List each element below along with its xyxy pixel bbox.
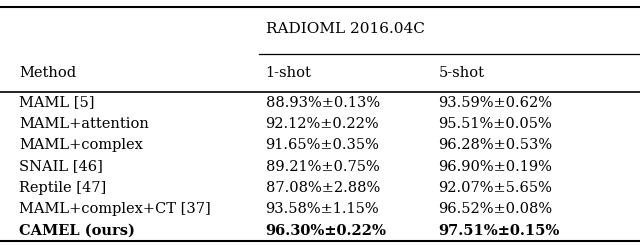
Text: 96.52%±0.08%: 96.52%±0.08% [438, 202, 552, 216]
Text: 96.90%±0.19%: 96.90%±0.19% [438, 159, 552, 174]
Text: 87.08%±2.88%: 87.08%±2.88% [266, 181, 380, 195]
Text: 95.51%±0.05%: 95.51%±0.05% [438, 117, 552, 131]
Text: MAML+complex+CT [37]: MAML+complex+CT [37] [19, 202, 211, 216]
Text: 97.51%±0.15%: 97.51%±0.15% [438, 224, 560, 238]
Text: SNAIL [46]: SNAIL [46] [19, 159, 103, 174]
Text: 89.21%±0.75%: 89.21%±0.75% [266, 159, 380, 174]
Text: 1-shot: 1-shot [266, 66, 312, 80]
Text: Method: Method [19, 66, 76, 80]
Text: 5-shot: 5-shot [438, 66, 484, 80]
Text: Reptile [47]: Reptile [47] [19, 181, 106, 195]
Text: 91.65%±0.35%: 91.65%±0.35% [266, 138, 380, 152]
Text: MAML+attention: MAML+attention [19, 117, 149, 131]
Text: 93.58%±1.15%: 93.58%±1.15% [266, 202, 380, 216]
Text: MAML+complex: MAML+complex [19, 138, 143, 152]
Text: RADIOML 2016.04C: RADIOML 2016.04C [266, 22, 424, 37]
Text: 92.07%±5.65%: 92.07%±5.65% [438, 181, 552, 195]
Text: 88.93%±0.13%: 88.93%±0.13% [266, 96, 380, 110]
Text: CAMEL (ours): CAMEL (ours) [19, 224, 135, 238]
Text: 93.59%±0.62%: 93.59%±0.62% [438, 96, 552, 110]
Text: MAML [5]: MAML [5] [19, 96, 95, 110]
Text: 96.30%±0.22%: 96.30%±0.22% [266, 224, 387, 238]
Text: 92.12%±0.22%: 92.12%±0.22% [266, 117, 380, 131]
Text: 96.28%±0.53%: 96.28%±0.53% [438, 138, 552, 152]
